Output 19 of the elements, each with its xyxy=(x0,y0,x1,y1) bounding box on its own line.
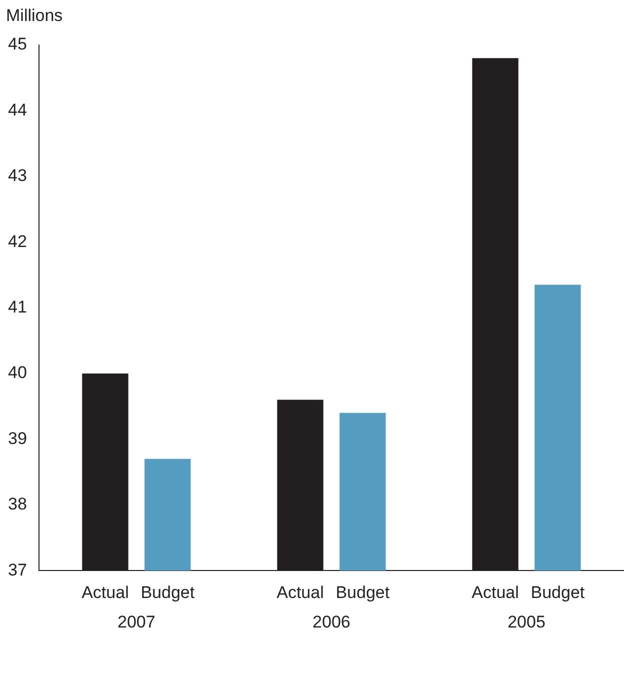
text: Budget xyxy=(530,582,585,602)
series-label: Actual xyxy=(472,582,519,602)
y-tick-label: 43 xyxy=(8,166,27,186)
y-tick-label: 41 xyxy=(8,297,27,316)
x-tick-label: 2005 xyxy=(508,612,546,632)
x-tick-label: 2007 xyxy=(118,612,156,632)
y-tick-label: 44 xyxy=(8,100,27,120)
text: Budget xyxy=(336,582,390,602)
y-tick-label: 37 xyxy=(8,560,27,580)
y-tick-label: 39 xyxy=(8,428,27,448)
text: Actual xyxy=(276,582,324,602)
x-tick-label: 2006 xyxy=(312,612,350,632)
y-tick-label: 38 xyxy=(8,494,27,514)
y-tick-label: 42 xyxy=(8,232,27,251)
series-label: Budget xyxy=(140,582,195,602)
y-tick-label: 45 xyxy=(8,34,27,54)
y-axis-title: Millions xyxy=(6,6,63,26)
text: Actual xyxy=(82,582,129,602)
y-tick-label: 40 xyxy=(8,363,27,382)
